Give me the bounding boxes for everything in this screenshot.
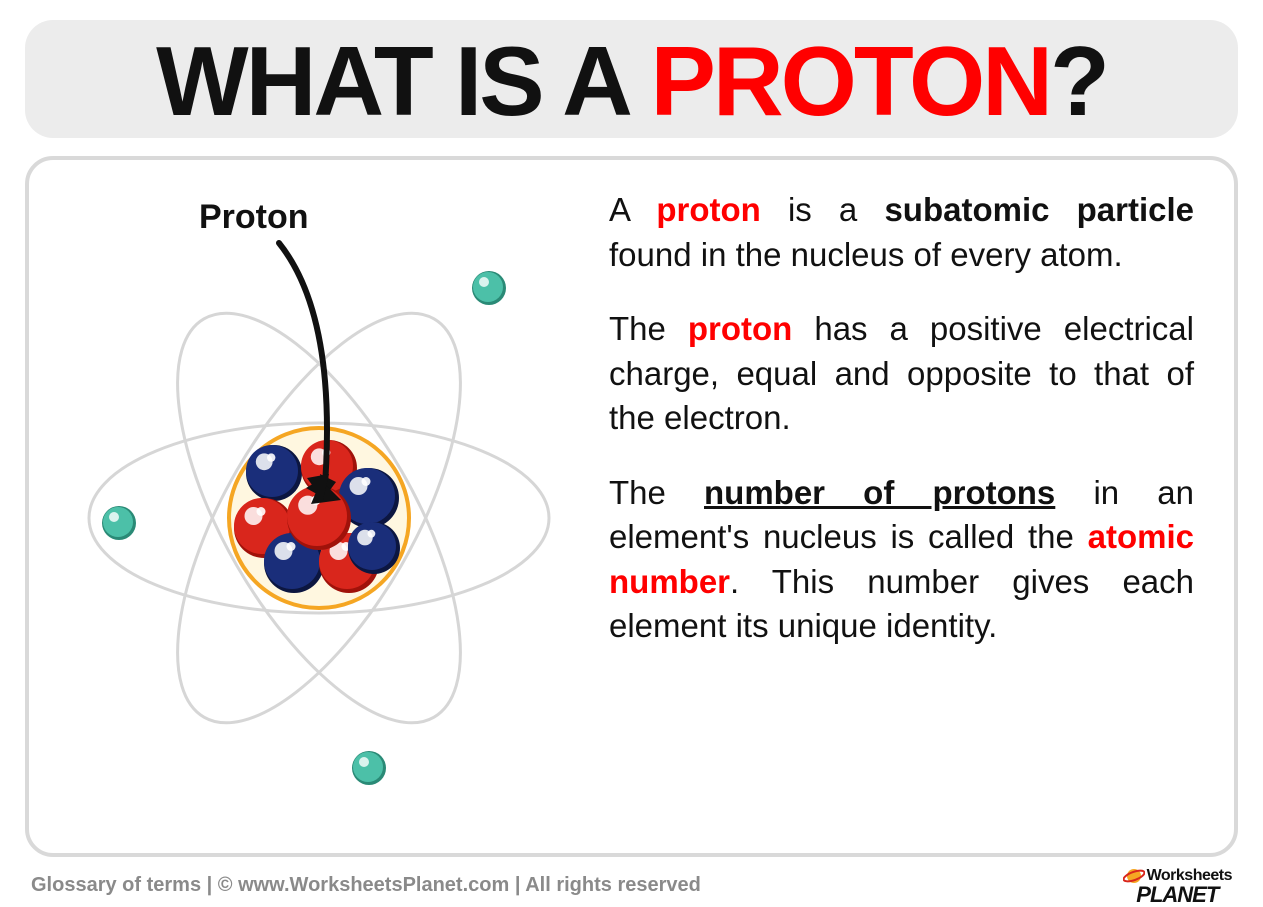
atom-svg xyxy=(59,188,579,828)
paragraph-2: The proton has a positive electrical cha… xyxy=(609,307,1194,441)
page-title: WHAT IS A PROTON? xyxy=(55,32,1208,130)
p1-b: is a xyxy=(761,191,885,228)
paragraph-3: The number of protons in an element's nu… xyxy=(609,471,1194,649)
title-part2: PROTON xyxy=(651,26,1050,136)
footer-text: Glossary of terms | © www.WorksheetsPlan… xyxy=(31,874,701,897)
p2-red: proton xyxy=(688,310,792,347)
p1-bold: subatomic particle xyxy=(884,191,1194,228)
title-box: WHAT IS A PROTON? xyxy=(25,20,1238,138)
p2-a: The xyxy=(609,310,688,347)
definition-text: A proton is a subatomic particle found i… xyxy=(609,188,1194,833)
title-part3: ? xyxy=(1050,26,1107,136)
p3-a: The xyxy=(609,474,704,511)
p1-red: proton xyxy=(656,191,760,228)
atom-diagram: Proton xyxy=(59,188,579,833)
p1-c: found in the nucleus of every atom. xyxy=(609,236,1123,273)
paragraph-1: A proton is a subatomic particle found i… xyxy=(609,188,1194,277)
proton-label: Proton xyxy=(199,198,309,237)
p1-a: A xyxy=(609,191,656,228)
content-box: Proton A proton is a subatomic particle … xyxy=(25,156,1238,857)
title-part1: WHAT IS A xyxy=(156,26,650,136)
logo: Worksheets PLANET xyxy=(1123,867,1232,905)
p3-u: number of protons xyxy=(704,474,1055,511)
footer: Glossary of terms | © www.WorksheetsPlan… xyxy=(25,857,1238,905)
logo-line2: PLANET xyxy=(1136,885,1218,905)
